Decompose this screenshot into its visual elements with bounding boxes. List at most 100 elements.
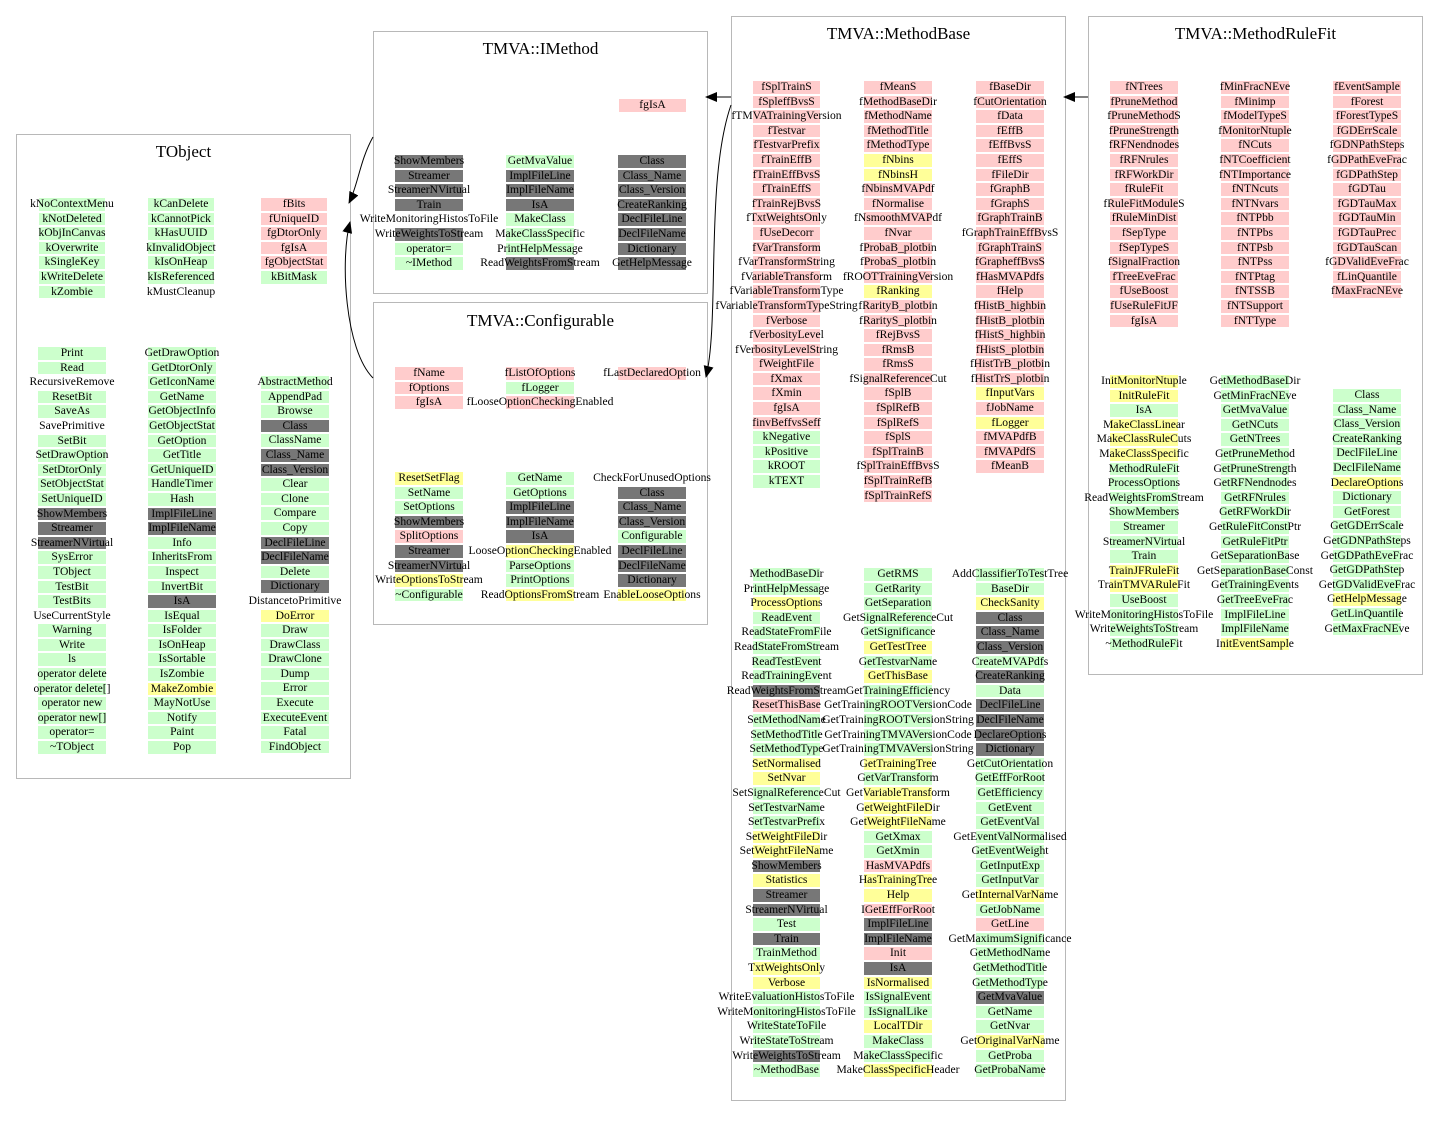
member-column: kNoContextMenu kNotDeleted kObjInCanvas kOv… — [30, 197, 114, 299]
class-member: UseCurrentStyle — [33, 609, 110, 624]
class-member: Streamer — [1110, 520, 1178, 535]
class-member: Verbose — [753, 976, 820, 991]
class-member: SetMethodName — [747, 713, 826, 728]
member-label: Streamer — [408, 168, 450, 182]
class-member: GetMethodName — [970, 946, 1050, 961]
member-background — [976, 743, 1044, 756]
class-member: fVerbosityLevelString — [735, 343, 838, 358]
member-label: fNTPbs — [1236, 225, 1274, 239]
class-member: Hash — [148, 492, 216, 507]
member-label: fMonitorNtuple — [1218, 123, 1292, 137]
member-label: Statistics — [765, 873, 808, 887]
class-member: fGDTauMax — [1333, 197, 1401, 212]
class-member: fXmin — [753, 386, 820, 401]
member-column: fMinFracNEve fMinimp fModelTypeS fMonitorNt… — [1218, 80, 1292, 328]
member-background — [1110, 241, 1178, 255]
member-label: TrainMethod — [756, 946, 817, 960]
member-background — [506, 227, 574, 241]
member-label: fMeanB — [991, 459, 1029, 473]
class-member: Read — [38, 361, 106, 376]
member-label: fTxtWeightsOnly — [746, 211, 827, 225]
member-label: fHasMVAPdfs — [975, 269, 1045, 283]
member-background — [38, 638, 106, 652]
class-member: ~IMethod — [395, 256, 463, 271]
member-label: kPositive — [764, 444, 809, 458]
member-column: ResetSetFlag SetName SetOptions ShowMembers… — [375, 471, 483, 602]
member-background — [38, 697, 106, 710]
member-background — [864, 489, 932, 503]
member-background — [753, 640, 820, 654]
member-background — [395, 472, 463, 485]
class-member: kHasUUID — [148, 226, 214, 241]
member-background — [864, 431, 932, 444]
member-background — [261, 212, 327, 226]
member-background — [864, 285, 932, 298]
member-background — [753, 568, 820, 581]
member-label: operator new[] — [37, 710, 107, 724]
member-label: AppendPad — [267, 389, 323, 403]
class-member: fgIsA — [261, 241, 327, 256]
class-member: SetDrawOption — [36, 448, 108, 463]
class-member: Streamer — [395, 169, 463, 184]
member-label: operator= — [406, 241, 452, 255]
class-member: AppendPad — [261, 390, 329, 405]
member-label: fTrainEffS — [761, 182, 812, 196]
member-label: fPruneMethod — [1110, 94, 1178, 108]
member-label: fSepType — [1121, 225, 1167, 239]
member-background — [1221, 433, 1289, 446]
member-label: fMethodTitle — [867, 123, 929, 137]
member-background — [864, 402, 932, 415]
member-background — [1221, 285, 1289, 298]
class-member: GetTestvarName — [859, 655, 937, 670]
member-background — [976, 358, 1044, 371]
member-label: GetProba — [988, 1048, 1032, 1062]
class-member: RecursiveRemove — [30, 375, 115, 390]
member-label: Class — [282, 418, 308, 432]
class-member: MakeZombie — [148, 682, 216, 697]
member-label: kTEXT — [768, 474, 805, 488]
class-member: IsSignalLike — [864, 1005, 932, 1020]
class-member: SetTestvarName — [748, 801, 825, 816]
class-member: fRuleMinDist — [1110, 211, 1178, 226]
member-label: GetEfficiency — [977, 785, 1043, 799]
member-background — [864, 684, 932, 698]
member-label: fXmin — [771, 386, 802, 400]
member-label: fRarityS_plotbin — [859, 313, 937, 327]
member-label: GetTitle — [162, 448, 202, 462]
member-label: kWriteDelete — [41, 269, 103, 283]
member-background — [864, 1049, 932, 1063]
member-background — [976, 270, 1044, 284]
member-label: ShowMembers — [36, 506, 108, 520]
class-member: fVariableTransform — [741, 270, 832, 285]
member-label: fVariableTransformType — [729, 284, 844, 298]
member-background — [753, 582, 820, 596]
member-label: fgDtorOnly — [266, 226, 322, 240]
member-background — [864, 772, 932, 785]
member-column: GetName GetOptions ImplFileLine ImplFileNam… — [469, 471, 611, 602]
class-member: HasTrainingTree — [859, 873, 937, 888]
member-label: fGDErrScale — [1336, 123, 1398, 137]
member-background — [1333, 226, 1401, 240]
class-member: fNbins — [864, 153, 932, 168]
member-background — [976, 655, 1044, 669]
member-background — [506, 242, 574, 256]
member-background — [753, 285, 820, 298]
class-member: DeclFileLine — [618, 544, 686, 559]
class-member: fSplTrainRefB — [864, 474, 932, 489]
class-member: GetPruneStrength — [1213, 462, 1297, 477]
member-background — [1110, 433, 1178, 446]
class-member: SetDtorOnly — [38, 463, 106, 478]
member-background — [261, 653, 329, 666]
class-member: operator new[] — [38, 711, 106, 726]
class-member: InitMonitorNtuple — [1101, 374, 1187, 389]
member-background — [976, 597, 1044, 610]
member-background — [261, 478, 329, 491]
class-member: Inspect — [148, 565, 216, 580]
class-member: fNTSupport — [1221, 299, 1289, 314]
member-label: Class — [639, 154, 665, 167]
member-background — [38, 347, 106, 360]
class-member: fgIsA — [619, 98, 686, 113]
member-label: kInvalidObject — [146, 240, 216, 254]
class-member: Dictionary — [618, 573, 686, 588]
class-member: Class — [618, 154, 686, 169]
